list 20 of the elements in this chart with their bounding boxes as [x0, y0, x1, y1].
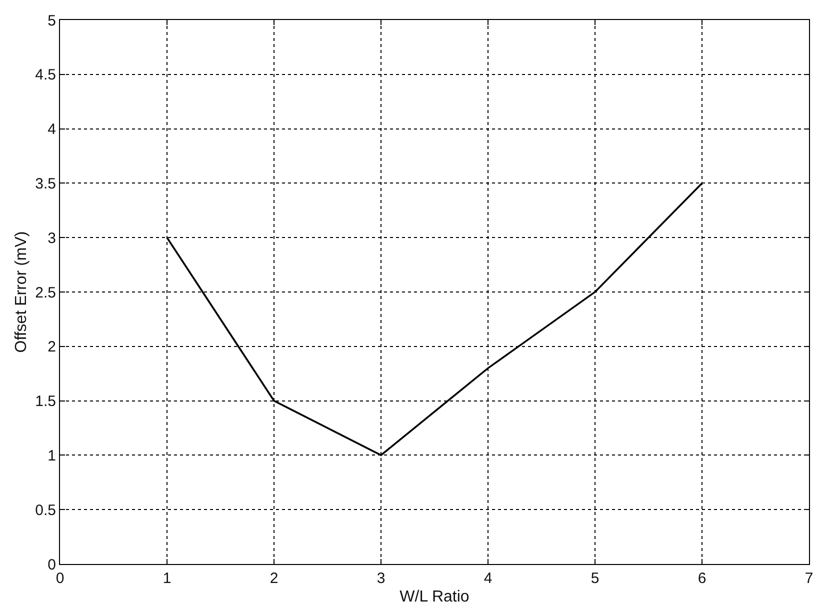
y-tick-label: 0.5	[35, 502, 56, 519]
y-tick-label: 1	[48, 447, 56, 464]
x-tick-label: 5	[590, 570, 600, 587]
x-tick-label: 1	[162, 570, 172, 587]
y-tick-label: 3.5	[35, 175, 56, 192]
y-tick-label: 4.5	[35, 66, 56, 84]
y-tick-label: 0	[48, 556, 56, 574]
y-tick-label: 4	[48, 121, 56, 138]
x-tick-label: 6	[698, 570, 706, 587]
x-axis-title: W/L Ratio	[400, 588, 470, 606]
x-tick-label: 7	[804, 570, 814, 587]
y-axis-title: Offset Error (mV)	[13, 231, 30, 353]
y-tick-label: 1.5	[35, 393, 56, 410]
y-tick-label: 5	[48, 12, 56, 30]
x-tick-label: 3	[376, 570, 386, 587]
y-tick-label: 2.5	[35, 284, 56, 302]
x-tick-label: 2	[270, 570, 278, 587]
x-tick-label: 4	[484, 570, 492, 587]
y-tick-label: 2	[48, 338, 56, 356]
y-tick-label: 3	[48, 230, 56, 247]
